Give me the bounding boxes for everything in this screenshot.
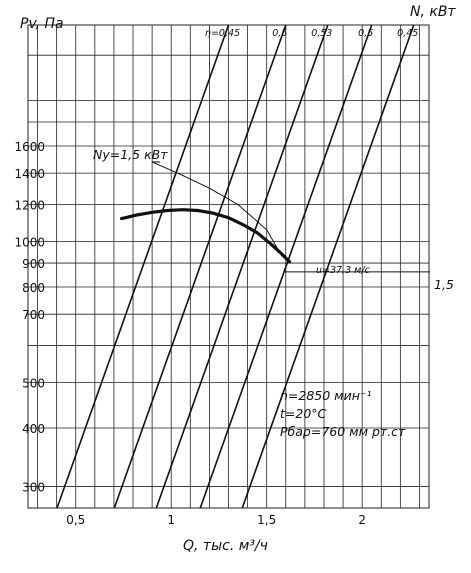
y-tick-label: 1600: [14, 140, 45, 154]
chart-labels: Pv, Па N, кВт Q, тыс. м³/ч Nу=1,5 кВт u=…: [14, 4, 456, 554]
efficiency-line: [155, 24, 329, 509]
y-tick-label: 1000: [14, 236, 45, 250]
y-tick-label: 400: [22, 422, 45, 436]
efficiency-line: [56, 24, 230, 509]
efficiency-line: [241, 24, 415, 509]
speed-label: u=37,3 м/с: [316, 265, 371, 276]
y-axis-title: Pv, Па: [20, 16, 64, 32]
x-axis-title: Q, тыс. м³/ч: [183, 538, 268, 554]
condition-pressure: Pбар=760 мм рт.ст: [280, 424, 406, 439]
efficiency-label: 0,45: [397, 28, 418, 39]
power-right-label: 1,5: [434, 277, 454, 292]
power-curve-label: Nу=1,5 кВт: [93, 147, 168, 162]
efficiency-label: η=0,45: [205, 28, 240, 39]
performance-curves: [120, 161, 430, 273]
efficiency-line: [199, 24, 373, 509]
power-curve: [151, 161, 283, 257]
efficiency-label: 0,53: [311, 28, 332, 39]
y-tick-label: 900: [22, 257, 45, 271]
y2-axis-title: N, кВт: [410, 4, 456, 20]
x-tick-label: 0,5: [66, 513, 85, 527]
x-tick-label: 1: [167, 513, 175, 527]
efficiency-label: 0,5: [358, 28, 373, 39]
efficiency-lines: [56, 24, 415, 509]
y-tick-label: 500: [22, 377, 45, 391]
y-tick-label: 1200: [14, 199, 45, 213]
y-tick-label: 1400: [14, 167, 45, 181]
y-tick-label: 700: [22, 308, 45, 322]
efficiency-line: [113, 24, 287, 509]
y-tick-label: 800: [22, 281, 45, 295]
efficiency-label: 0,5: [272, 28, 287, 39]
condition-speed: n=2850 мин⁻¹: [280, 388, 372, 403]
condition-temperature: t=20°C: [280, 406, 327, 421]
y-tick-label: 300: [22, 481, 45, 495]
x-tick-label: 1,5: [257, 513, 276, 527]
pressure-curve: [120, 208, 292, 264]
x-tick-label: 2: [358, 513, 366, 527]
